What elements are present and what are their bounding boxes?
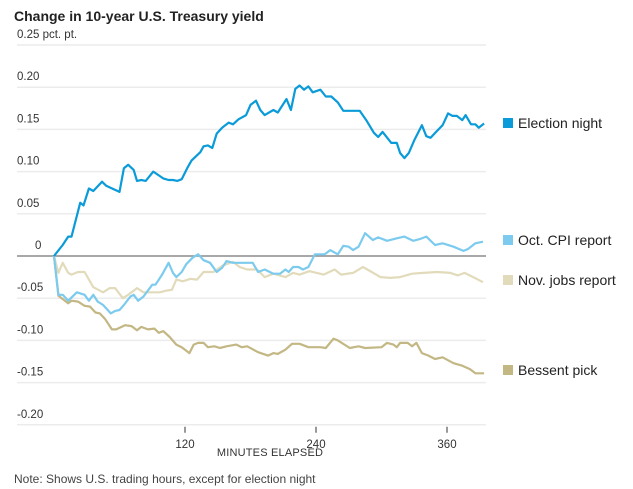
y-tick-label: -0.20 (17, 409, 43, 421)
y-tick-label: 0.25 pct. pt. (17, 29, 77, 41)
gridlines (17, 44, 486, 426)
y-tick-label: 0.05 (17, 198, 39, 210)
series-line-oct-cpi-report (52, 232, 484, 315)
y-tick-label: -0.05 (17, 282, 43, 294)
legend-swatch (503, 275, 513, 285)
legend-item: Oct. CPI report (503, 232, 611, 248)
chart-note: Note: Shows U.S. trading hours, except f… (14, 472, 316, 486)
legend-label: Nov. jobs report (518, 272, 616, 288)
legend-swatch (503, 235, 513, 245)
legend-label: Oct. CPI report (518, 232, 611, 248)
chart-title: Change in 10-year U.S. Treasury yield (14, 8, 264, 24)
y-tick-label: 0.20 (17, 71, 39, 83)
legend-item: Election night (503, 115, 602, 131)
y-tick-label: 0.15 (17, 113, 39, 125)
legend-item: Bessent pick (503, 362, 598, 378)
y-tick-label: 0.10 (17, 156, 39, 168)
y-tick-label: 0 (35, 240, 41, 252)
series-line-nov-jobs-report (52, 255, 484, 300)
legend-label: Election night (518, 115, 602, 131)
series-line-bessent-pick (52, 255, 485, 375)
x-tick-label: 120 (175, 439, 194, 451)
x-tick-label: 360 (437, 439, 456, 451)
x-axis-label: MINUTES ELAPSED (217, 447, 323, 459)
legend-item: Nov. jobs report (503, 272, 616, 288)
legend-swatch (503, 118, 513, 128)
legend-label: Bessent pick (518, 362, 598, 378)
legend-swatch (503, 365, 513, 375)
x-axis-ticks: 120 240 360 (175, 426, 457, 451)
legend: Election night Oct. CPI report Nov. jobs r… (503, 115, 616, 378)
series-lines (52, 84, 485, 375)
series-line-election-night (53, 84, 485, 257)
y-axis-ticks: 0.25 pct. pt. 0.20 0.15 0.10 0.05 0 -0.05 -0.10… (17, 29, 77, 421)
x-tick-label: 240 (306, 439, 325, 451)
y-tick-label: -0.10 (17, 324, 43, 336)
y-tick-label: -0.15 (17, 367, 43, 379)
